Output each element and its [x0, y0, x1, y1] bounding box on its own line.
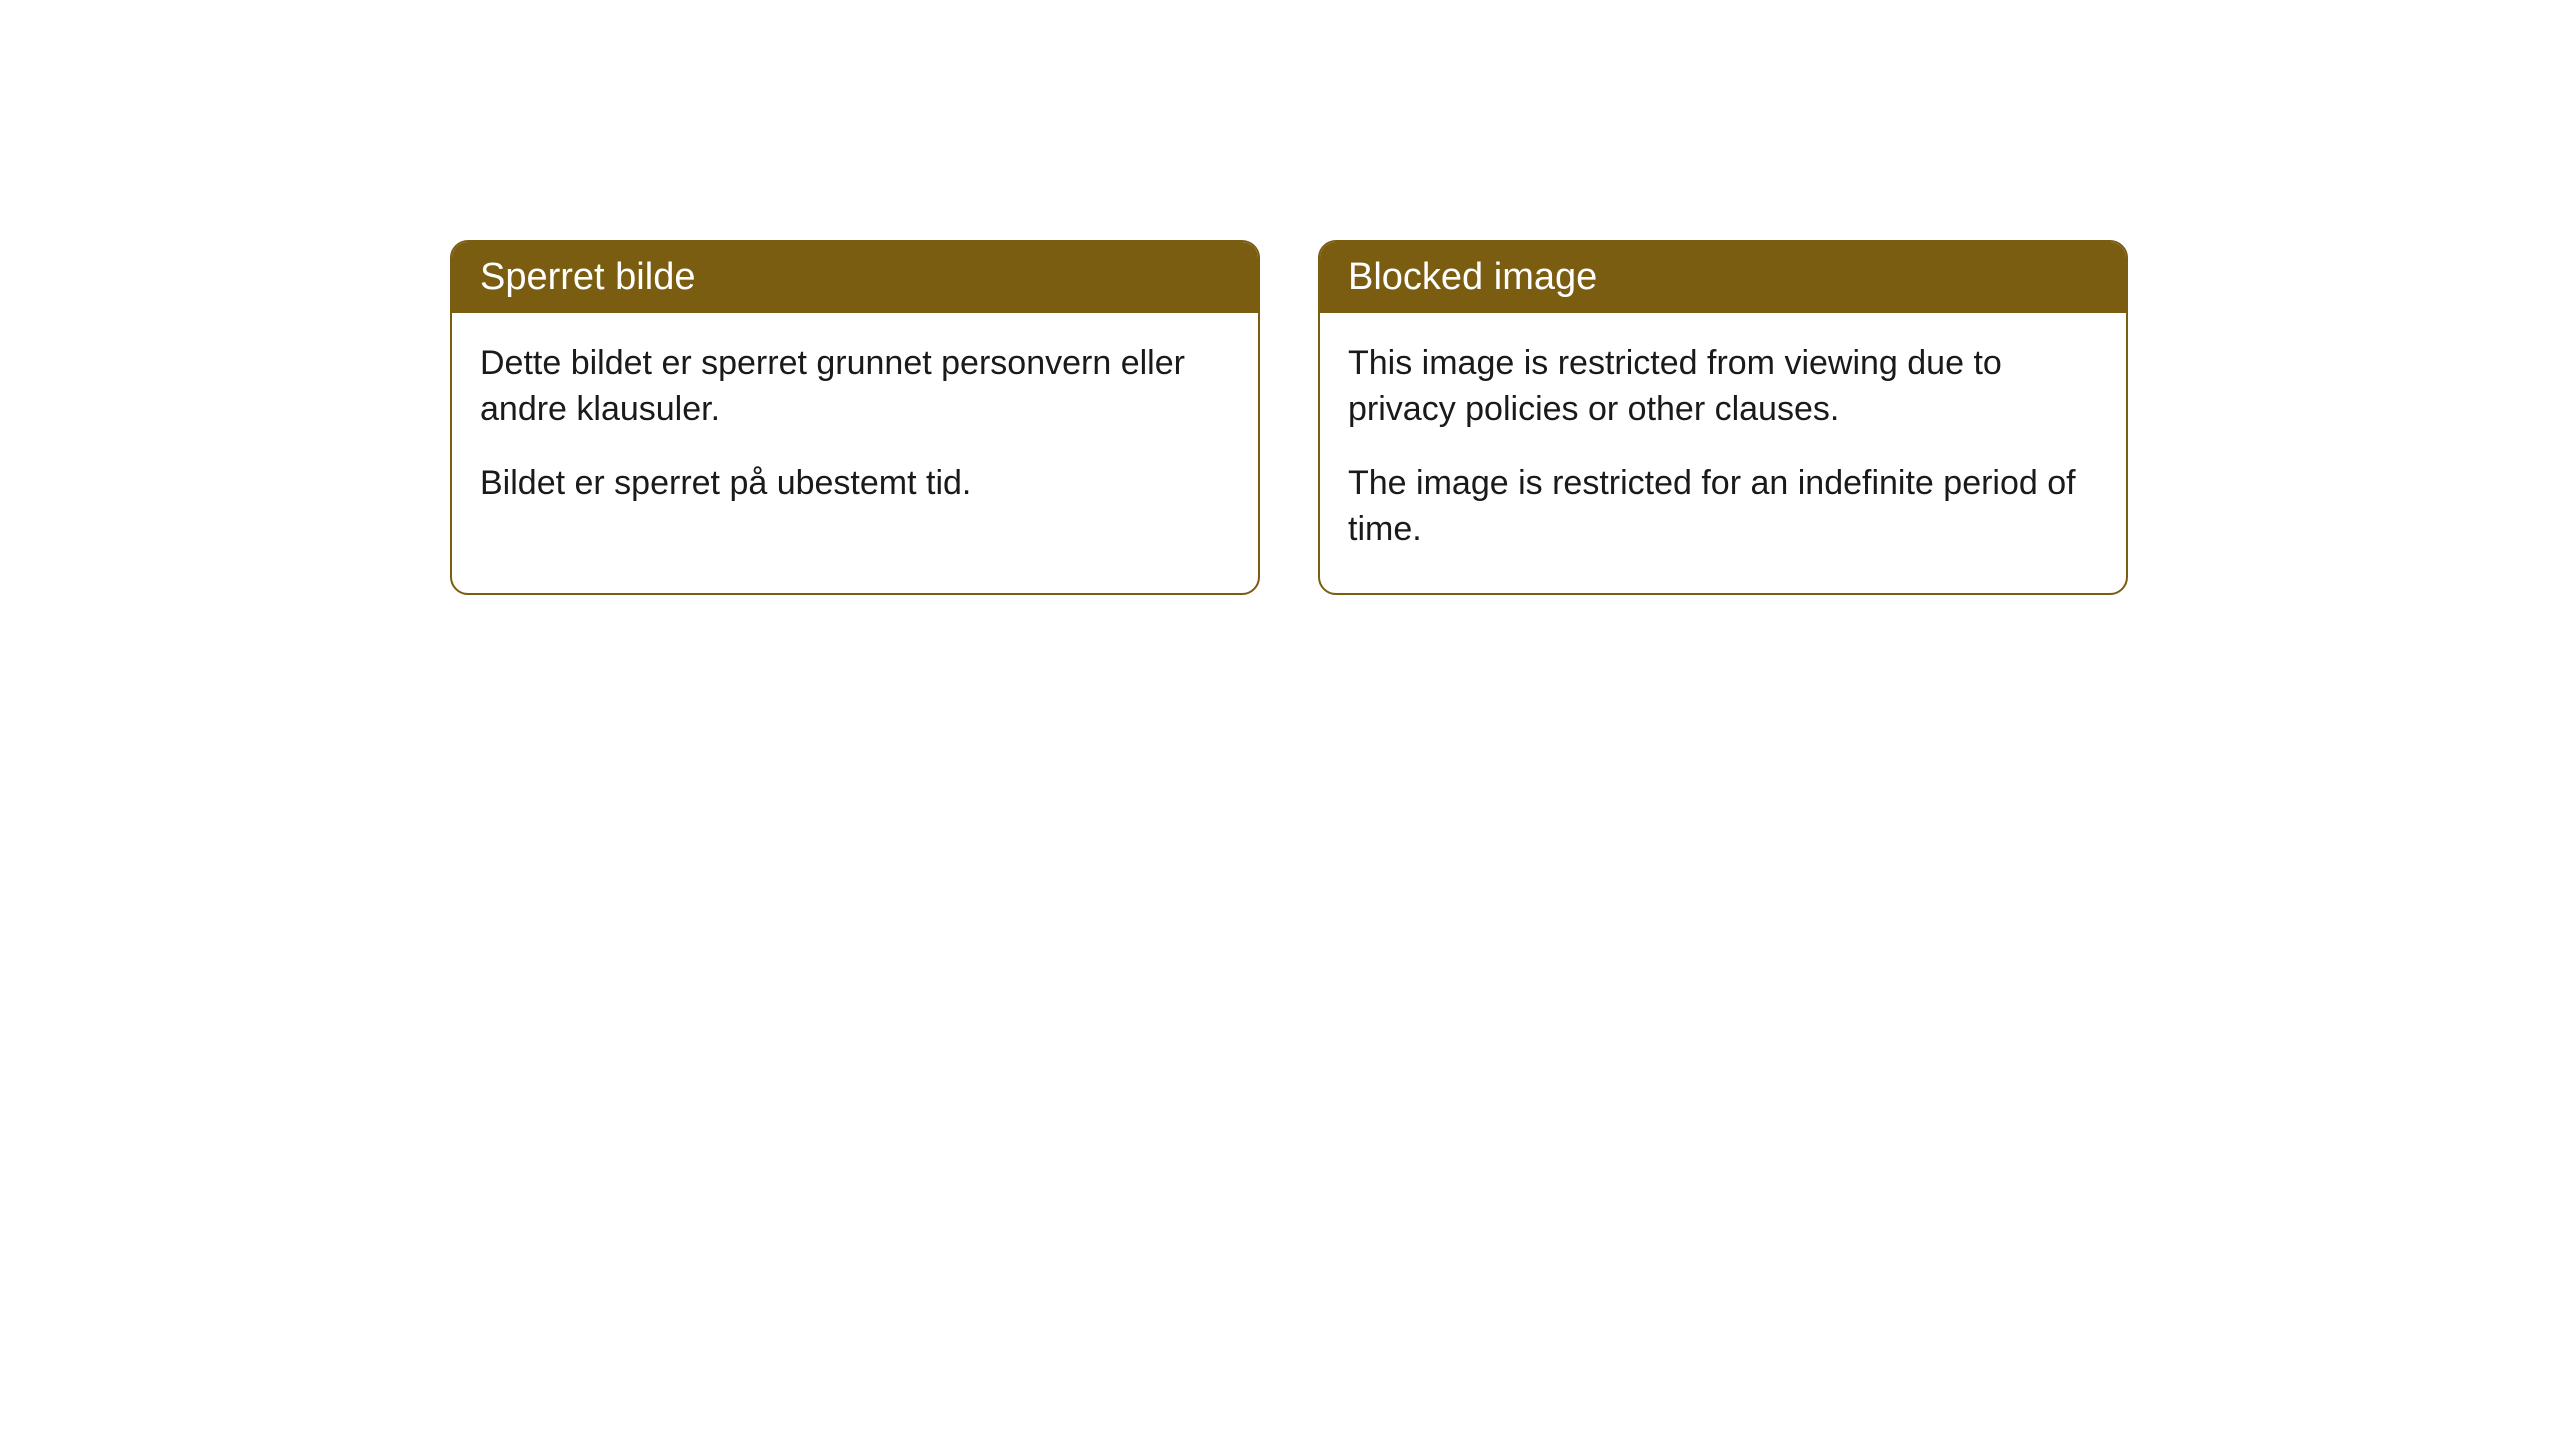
card-paragraph-2-english: The image is restricted for an indefinit…	[1348, 461, 2098, 553]
card-body-english: This image is restricted from viewing du…	[1320, 313, 2126, 593]
card-header-norwegian: Sperret bilde	[452, 242, 1258, 313]
blocked-image-card-english: Blocked image This image is restricted f…	[1318, 240, 2128, 595]
cards-container: Sperret bilde Dette bildet er sperret gr…	[0, 0, 2560, 595]
card-body-norwegian: Dette bildet er sperret grunnet personve…	[452, 313, 1258, 547]
card-paragraph-1-norwegian: Dette bildet er sperret grunnet personve…	[480, 341, 1230, 433]
card-header-english: Blocked image	[1320, 242, 2126, 313]
blocked-image-card-norwegian: Sperret bilde Dette bildet er sperret gr…	[450, 240, 1260, 595]
card-paragraph-1-english: This image is restricted from viewing du…	[1348, 341, 2098, 433]
card-paragraph-2-norwegian: Bildet er sperret på ubestemt tid.	[480, 461, 1230, 507]
